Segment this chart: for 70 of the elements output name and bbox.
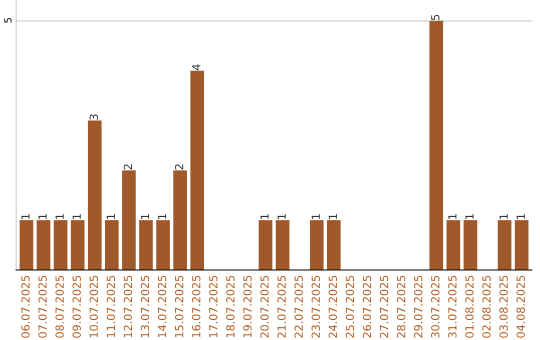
bar xyxy=(446,220,460,270)
bar xyxy=(20,220,34,270)
x-tick-label: 23.07.2025 xyxy=(312,276,320,338)
data-label: 1 xyxy=(312,214,320,219)
x-tick-label: 10.07.2025 xyxy=(90,276,98,338)
x-tick-label: 30.07.2025 xyxy=(431,276,440,338)
x-tick-label: 31.07.2025 xyxy=(448,276,457,338)
bar xyxy=(156,220,170,270)
data-label: 1 xyxy=(500,214,508,219)
data-label: 1 xyxy=(106,214,115,219)
bar xyxy=(326,220,341,270)
x-tick-label: 21.07.2025 xyxy=(277,276,286,338)
data-label: 4 xyxy=(192,64,200,70)
x-tick-label: 20.07.2025 xyxy=(260,276,269,338)
x-tick-label: 18.07.2025 xyxy=(226,276,235,338)
x-tick-label: 01.08.2025 xyxy=(465,276,474,338)
x-tick-label: 07.07.2025 xyxy=(38,276,47,338)
x-tick-label: 26.07.2025 xyxy=(362,276,372,338)
data-label: 3 xyxy=(90,114,98,120)
x-tick-label: 12.07.2025 xyxy=(124,276,132,338)
bar xyxy=(54,220,68,270)
bar xyxy=(498,220,512,270)
data-label: 1 xyxy=(56,214,64,219)
data-label: 1 xyxy=(448,214,456,219)
data-label: 2 xyxy=(124,164,132,170)
x-tick-label: 17.07.2025 xyxy=(209,276,218,338)
x-tick-label: 14.07.2025 xyxy=(158,276,166,338)
bar xyxy=(276,220,290,270)
x-tick-label: 19.07.2025 xyxy=(243,276,252,338)
x-tick-label: 09.07.2025 xyxy=(72,276,81,338)
data-label: 1 xyxy=(72,214,81,219)
bar xyxy=(88,120,102,270)
data-label: 1 xyxy=(328,214,337,219)
data-label: 1 xyxy=(278,214,286,219)
data-label: 1 xyxy=(465,214,474,219)
bar xyxy=(464,220,478,270)
x-tick-label: 13.07.2025 xyxy=(140,276,150,338)
bar xyxy=(122,170,136,270)
data-label: 1 xyxy=(516,214,525,219)
bar xyxy=(139,220,153,270)
data-label: 1 xyxy=(140,214,150,219)
x-tick-label: 16.07.2025 xyxy=(192,276,200,338)
data-label: 1 xyxy=(260,214,269,219)
x-tick-label: 15.07.2025 xyxy=(174,276,184,338)
bar xyxy=(104,220,119,270)
bar xyxy=(70,220,85,270)
data-label: 2 xyxy=(174,164,184,170)
bar xyxy=(310,220,324,270)
bar xyxy=(258,220,272,270)
x-tick-label: 24.07.2025 xyxy=(328,276,338,338)
bar xyxy=(36,220,50,270)
bar xyxy=(190,70,204,270)
data-label: 1 xyxy=(38,214,47,219)
x-tick-label: 29.07.2025 xyxy=(414,276,422,338)
x-tick-label: 22.07.2025 xyxy=(294,276,303,338)
bar xyxy=(429,20,444,270)
bar xyxy=(514,220,528,270)
x-tick-label: 27.07.2025 xyxy=(380,276,388,338)
x-tick-label: 06.07.2025 xyxy=(21,276,30,338)
x-tick-label: 11.07.2025 xyxy=(106,276,116,338)
bar xyxy=(173,170,187,270)
x-tick-label: 02.08.2025 xyxy=(482,276,491,338)
x-tick-label: 08.07.2025 xyxy=(55,276,64,338)
data-label: 1 xyxy=(21,214,30,219)
x-tick-label: 28.07.2025 xyxy=(396,276,406,338)
x-tick-label: 04.08.2025 xyxy=(516,276,525,338)
x-tick-label: 25.07.2025 xyxy=(346,276,354,338)
data-label: 1 xyxy=(158,214,166,219)
data-label: 5 xyxy=(431,14,440,20)
x-tick-label: 03.08.2025 xyxy=(499,276,508,338)
